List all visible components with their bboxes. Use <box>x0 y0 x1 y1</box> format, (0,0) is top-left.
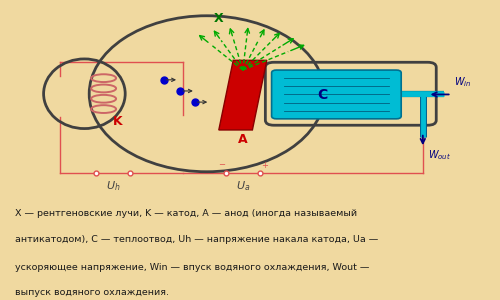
Text: C: C <box>317 88 327 102</box>
Text: антикатодом), C — теплоотвод, Uh — напряжение накала катода, Ua —: антикатодом), C — теплоотвод, Uh — напря… <box>15 236 378 244</box>
Text: A: A <box>238 133 248 146</box>
Text: $W_{out}$: $W_{out}$ <box>428 148 450 162</box>
Text: K: K <box>113 115 123 128</box>
FancyBboxPatch shape <box>272 70 401 119</box>
Text: выпуск водяного охлаждения.: выпуск водяного охлаждения. <box>15 288 169 297</box>
Text: X: X <box>214 12 224 25</box>
Text: ускоряющее напряжение, Win — впуск водяного охлаждения, Wout —: ускоряющее напряжение, Win — впуск водян… <box>15 262 370 272</box>
Polygon shape <box>219 60 267 130</box>
Text: +: + <box>261 160 268 169</box>
Text: X — рентгеновские лучи, K — катод, A — анод (иногда называемый: X — рентгеновские лучи, K — катод, A — а… <box>15 208 357 217</box>
Text: $U_a$: $U_a$ <box>236 179 250 193</box>
Text: −: − <box>218 160 224 169</box>
Text: $W_{in}$: $W_{in}$ <box>454 76 471 89</box>
Text: $U_h$: $U_h$ <box>106 179 120 193</box>
